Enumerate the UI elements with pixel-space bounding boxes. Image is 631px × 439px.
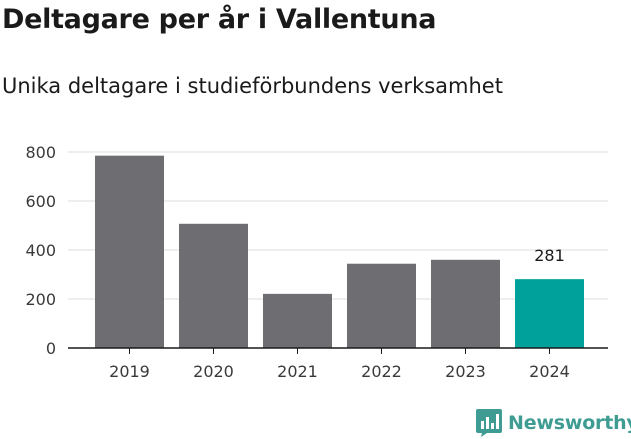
bar-2022: [347, 263, 416, 348]
x-tick-label: 2023: [445, 362, 486, 381]
y-tick-label: 800: [25, 143, 56, 162]
data-label: 281: [534, 246, 565, 265]
y-tick-label: 200: [25, 290, 56, 309]
x-tick-label: 2019: [109, 362, 150, 381]
x-tick-label: 2020: [193, 362, 234, 381]
y-tick-label: 0: [46, 339, 56, 358]
y-tick-label: 600: [25, 192, 56, 211]
bar-2021: [263, 293, 332, 348]
bar-chart: 0 200 400 600 800 2019 2020 2021 2022 2023 2024 281: [25, 143, 608, 381]
y-tick-label: 400: [25, 241, 56, 260]
brand-name: Newsworthy: [508, 412, 631, 434]
brand-logo: Newsworthy: [476, 409, 631, 437]
x-tick-label: 2024: [529, 362, 570, 381]
x-tick-label: 2021: [277, 362, 318, 381]
bar-2019: [95, 155, 164, 348]
x-tick-label: 2022: [361, 362, 402, 381]
bar-chart-badge-icon: [476, 409, 502, 437]
chart-title: Deltagare per år i Vallentuna: [2, 4, 437, 35]
chart-subtitle: Unika deltagare i studieförbundens verks…: [2, 74, 503, 98]
bar-2023: [431, 259, 500, 348]
bar-2020: [179, 223, 248, 348]
bar-2024: [515, 279, 584, 348]
